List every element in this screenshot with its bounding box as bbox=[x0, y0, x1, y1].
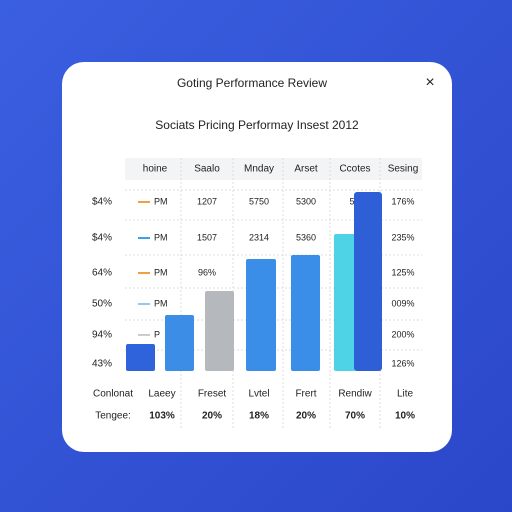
bar bbox=[334, 234, 356, 371]
footer-label: Frert bbox=[295, 389, 316, 400]
row-label: 64% bbox=[92, 268, 112, 279]
cell: 125% bbox=[391, 267, 414, 277]
cell: 96% bbox=[198, 267, 216, 277]
column-header: Saalo bbox=[194, 164, 220, 175]
bar bbox=[165, 315, 194, 371]
footer-label: Freset bbox=[198, 389, 227, 400]
column-header: Sesing bbox=[388, 164, 419, 175]
row-label: $4% bbox=[92, 233, 112, 244]
dialog-title: Goting Performance Review bbox=[177, 76, 327, 90]
cell: P bbox=[154, 329, 160, 339]
footer-label: Laeey bbox=[148, 389, 175, 400]
bar bbox=[291, 255, 320, 371]
footer-label: Rendiw bbox=[338, 389, 372, 400]
cell: PM bbox=[154, 196, 168, 206]
cell: 176% bbox=[391, 196, 414, 206]
footer-value: 20% bbox=[296, 411, 316, 422]
cell: 1207 bbox=[197, 196, 217, 206]
bars bbox=[126, 192, 382, 371]
footer-value: Tengee: bbox=[95, 411, 131, 422]
row-label: 94% bbox=[92, 330, 112, 341]
footer-label: Conlonat bbox=[93, 389, 133, 400]
cell: 5 bbox=[349, 196, 354, 206]
cell: 5750 bbox=[249, 196, 269, 206]
column-header: Arset bbox=[294, 164, 318, 175]
row-label: 50% bbox=[92, 299, 112, 310]
bar bbox=[205, 291, 234, 371]
bar bbox=[126, 344, 155, 371]
row-label: 43% bbox=[92, 359, 112, 370]
subtitle: Sociats Pricing Performay Insest 2012 bbox=[155, 118, 359, 132]
legend-swatches bbox=[138, 201, 150, 336]
cell: 126% bbox=[391, 358, 414, 368]
cell: 009% bbox=[391, 298, 414, 308]
row-label: $4% bbox=[92, 197, 112, 208]
bar bbox=[354, 192, 382, 371]
cell: 5360 bbox=[296, 232, 316, 242]
cell: PM bbox=[154, 232, 168, 242]
footer-value: 18% bbox=[249, 411, 269, 422]
footer-value: 20% bbox=[202, 411, 222, 422]
column-header: Mnday bbox=[244, 164, 274, 175]
header-row bbox=[125, 158, 422, 180]
cell: 200% bbox=[391, 329, 414, 339]
footer-label: Lvtel bbox=[248, 389, 269, 400]
close-button[interactable]: × bbox=[425, 74, 434, 91]
footer-value: 70% bbox=[345, 411, 365, 422]
footer-value: 10% bbox=[395, 411, 415, 422]
cell: 1507 bbox=[197, 232, 217, 242]
footer-value: 103% bbox=[149, 411, 175, 422]
cell: PM bbox=[154, 298, 168, 308]
column-header: hoine bbox=[143, 164, 168, 175]
footer-label: Lite bbox=[397, 389, 414, 400]
column-header: Ccotes bbox=[339, 164, 370, 175]
cell: 2314 bbox=[249, 232, 269, 242]
bar bbox=[246, 259, 276, 371]
cell: 235% bbox=[391, 232, 414, 242]
cell: 5300 bbox=[296, 196, 316, 206]
cell: PM bbox=[154, 267, 168, 277]
